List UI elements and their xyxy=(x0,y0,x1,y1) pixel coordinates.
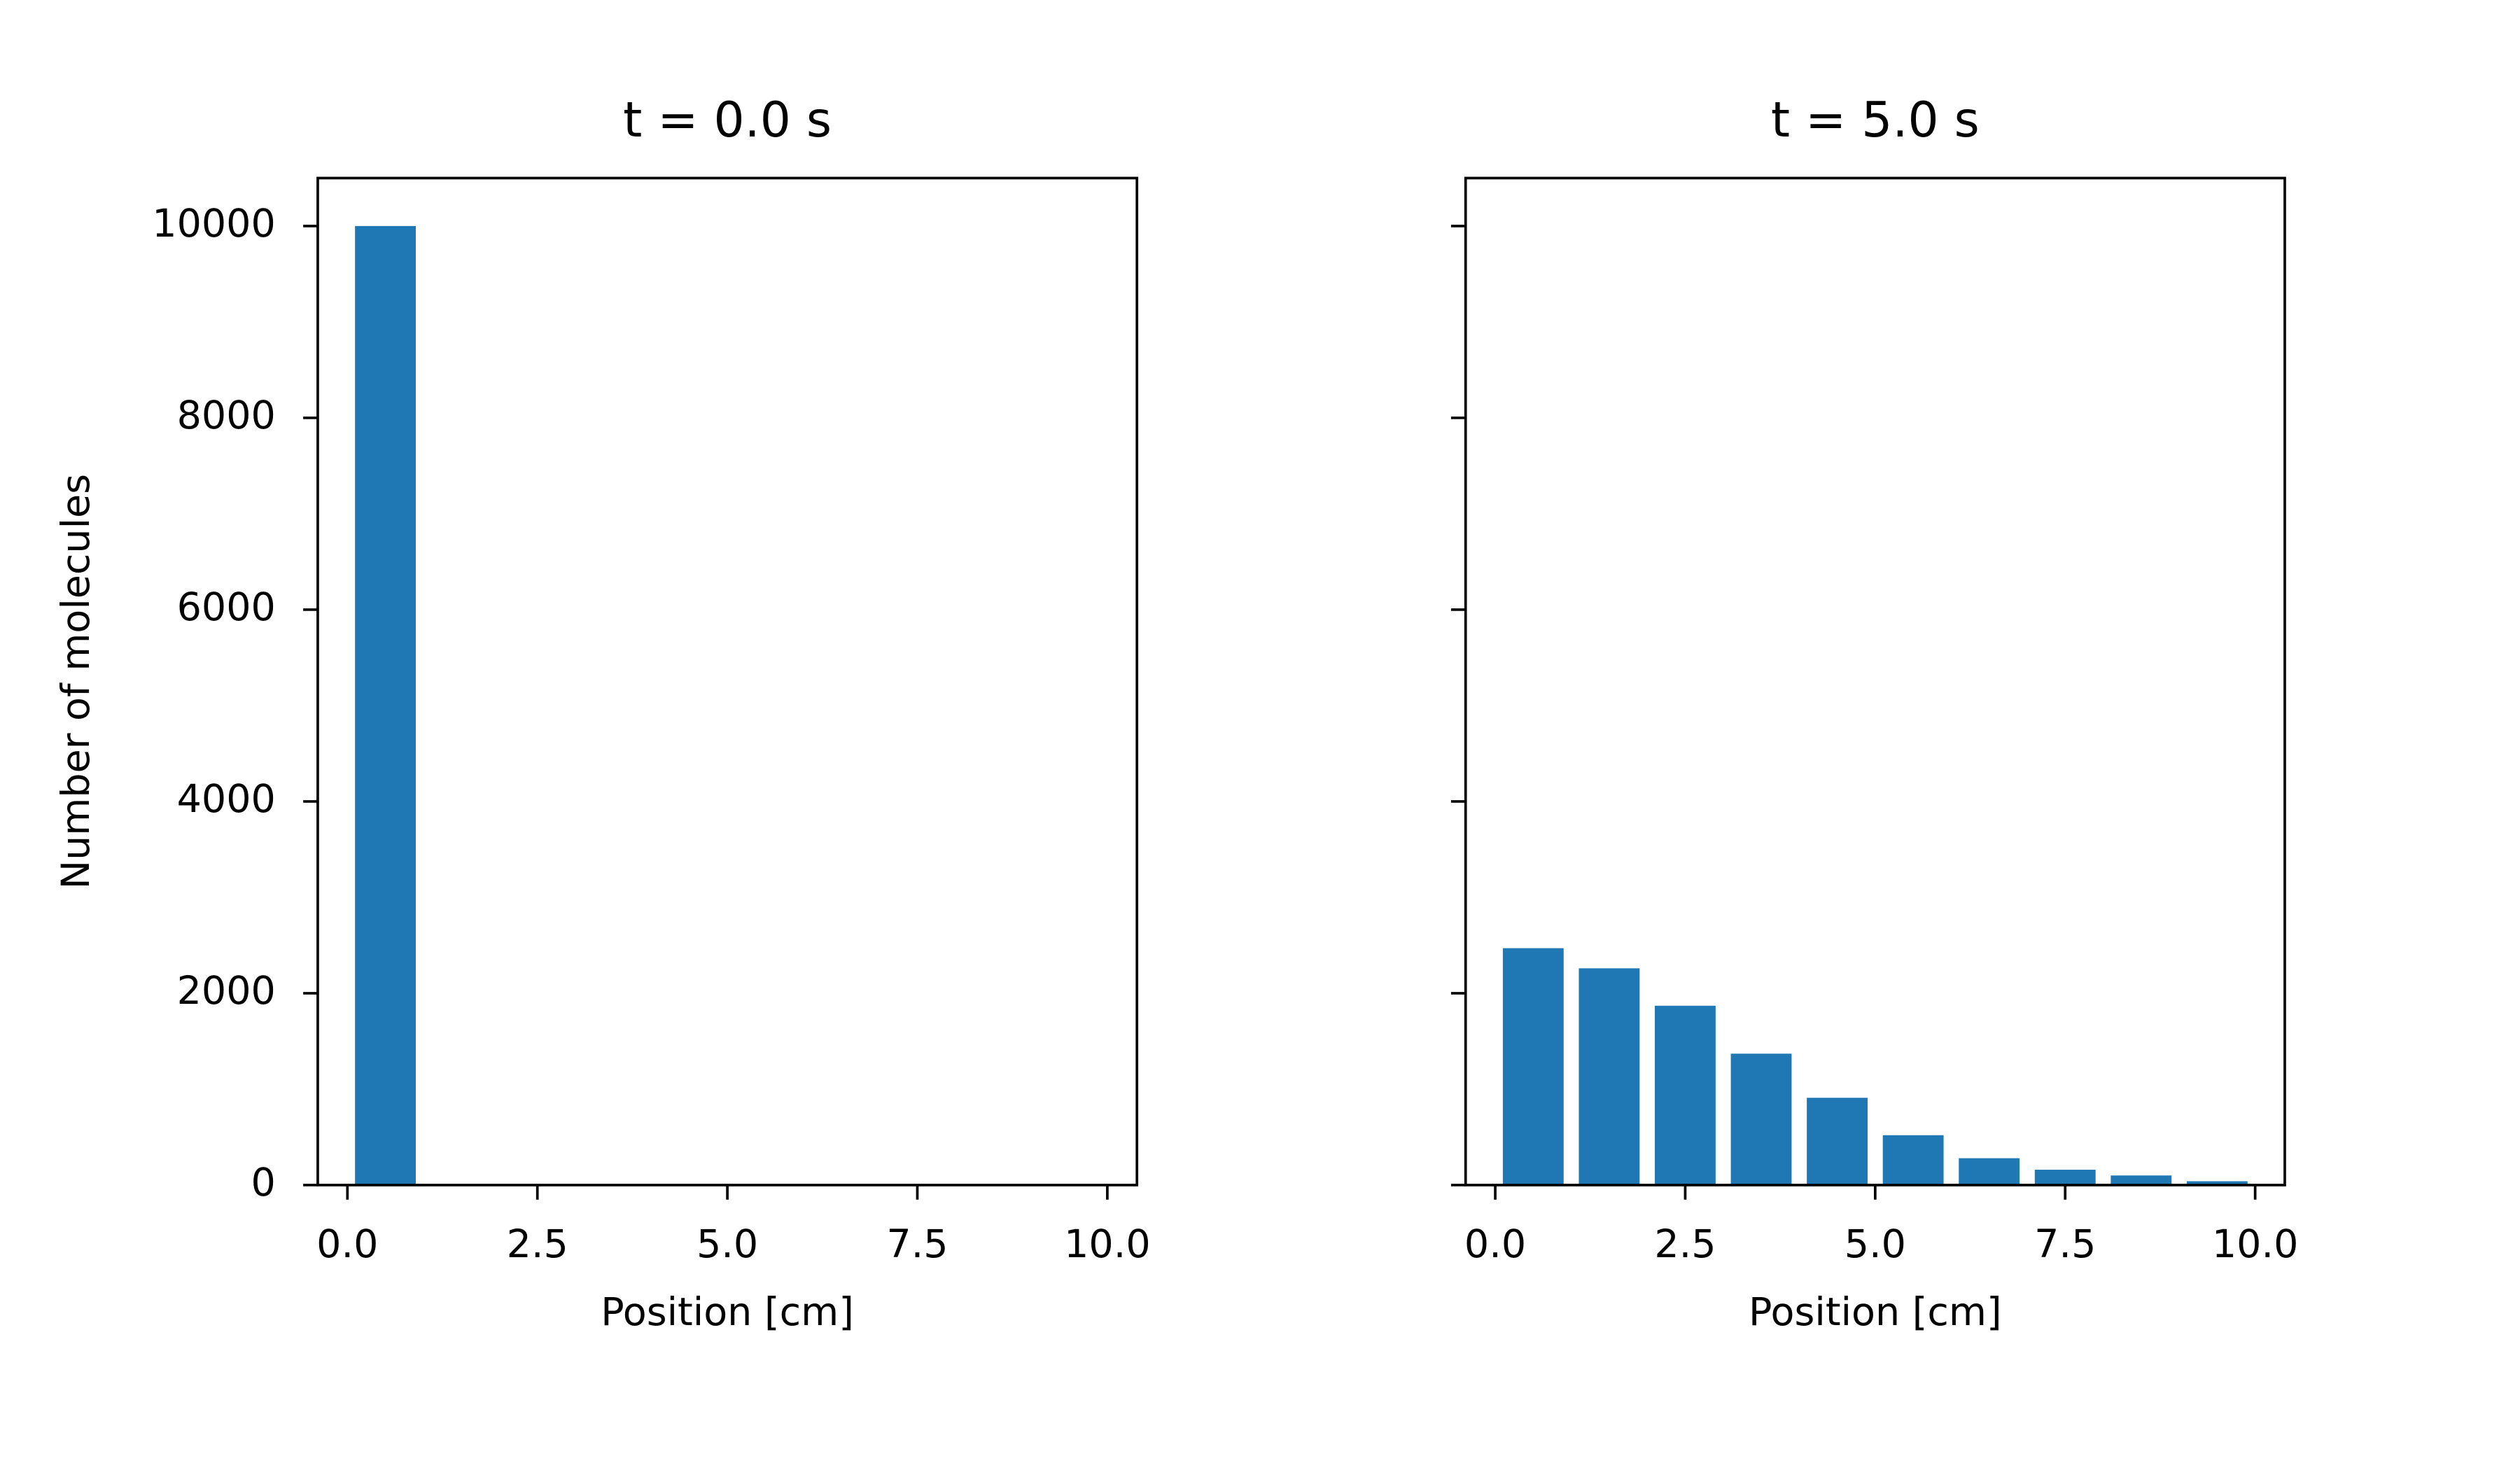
bar xyxy=(1730,1054,1792,1185)
x-tick-label: 7.5 xyxy=(2034,1222,2096,1267)
bar xyxy=(2034,1170,2096,1185)
y-tick-label: 2000 xyxy=(177,968,276,1014)
x-tick-label: 5.0 xyxy=(1844,1222,1906,1267)
x-tick-label: 2.5 xyxy=(507,1222,568,1267)
x-tick-label: 0.0 xyxy=(1464,1222,1526,1267)
bar xyxy=(1655,1005,1716,1185)
x-axis-label: Position [cm] xyxy=(1749,1289,2002,1335)
bar xyxy=(1502,948,1564,1185)
x-tick-label: 10.0 xyxy=(1064,1222,1151,1267)
bar xyxy=(1882,1135,1944,1185)
axes-frame xyxy=(316,176,1139,1186)
x-tick-label: 5.0 xyxy=(696,1222,758,1267)
chart-title: t = 0.0 s xyxy=(623,92,832,148)
bar xyxy=(2186,1181,2248,1185)
bar xyxy=(355,225,416,1185)
bar xyxy=(1578,968,1640,1185)
y-axis-label: Number of molecules xyxy=(53,474,99,889)
y-tick-label: 8000 xyxy=(177,393,276,438)
x-tick-label: 2.5 xyxy=(1654,1222,1716,1267)
y-tick-label: 4000 xyxy=(177,776,276,822)
y-tick-label: 0 xyxy=(251,1160,276,1205)
y-tick-label: 6000 xyxy=(177,584,276,630)
x-tick-label: 10.0 xyxy=(2212,1222,2299,1267)
bar xyxy=(1807,1098,1868,1185)
chart-title: t = 5.0 s xyxy=(1771,92,1980,148)
y-tick-label: 10000 xyxy=(152,201,276,246)
bar xyxy=(1959,1158,2020,1185)
x-tick-label: 7.5 xyxy=(886,1222,948,1267)
bar xyxy=(2110,1175,2172,1185)
x-tick-label: 0.0 xyxy=(316,1222,378,1267)
x-axis-label: Position [cm] xyxy=(601,1289,854,1335)
